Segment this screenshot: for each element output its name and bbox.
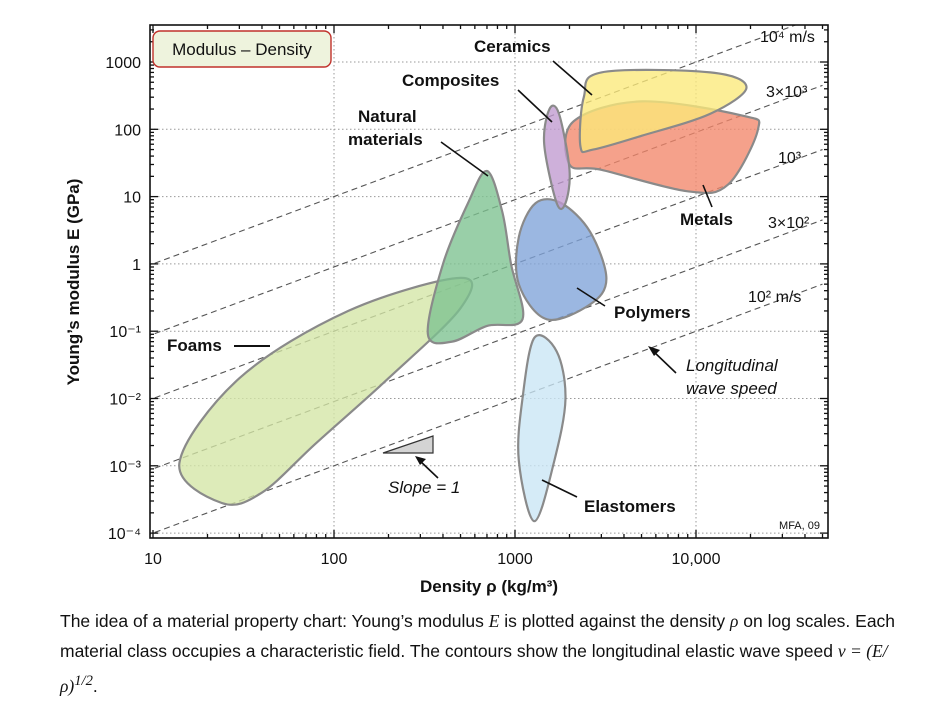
y-tick-label: 10⁻³ bbox=[109, 459, 141, 476]
label-polymers: Polymers bbox=[614, 303, 691, 322]
wave-speed-line bbox=[150, 283, 823, 535]
chart-title: Modulus – Density bbox=[172, 40, 312, 59]
wave-label-1000: 10³ bbox=[778, 150, 802, 167]
leader-ceramics bbox=[552, 60, 593, 96]
y-tick-label: 1 bbox=[132, 257, 141, 274]
label-composites: Composites bbox=[402, 71, 499, 90]
figure-caption: The idea of a material property chart: Y… bbox=[60, 606, 920, 701]
label-longitudinal: Longitudinal bbox=[686, 356, 779, 375]
label-materials: materials bbox=[348, 130, 423, 149]
field-foams bbox=[178, 276, 474, 506]
leader-composites bbox=[517, 89, 553, 123]
leader-elastomers bbox=[541, 479, 578, 498]
caption-text-2: is plotted against the density bbox=[504, 611, 726, 631]
wave-label-300: 3×10² bbox=[768, 215, 810, 232]
label-elastomers: Elastomers bbox=[584, 497, 676, 516]
label-ceramics: Ceramics bbox=[474, 37, 551, 56]
leader-metals bbox=[702, 184, 713, 208]
wave-label-3000: 3×10³ bbox=[766, 84, 808, 101]
chart-title-box bbox=[152, 30, 332, 68]
label-metals: Metals bbox=[680, 210, 733, 229]
field-elastomers bbox=[517, 334, 567, 523]
caption-symbol-E: E bbox=[488, 611, 500, 631]
label-slope: Slope = 1 bbox=[388, 478, 460, 497]
field-natural-materials bbox=[426, 169, 525, 345]
x-tick-label: 10,000 bbox=[672, 551, 721, 568]
slope-triangle bbox=[382, 435, 434, 454]
arrowhead-slope bbox=[415, 456, 426, 465]
caption-formula-exponent: 1/2 bbox=[74, 673, 93, 689]
label-wave-speed: wave speed bbox=[686, 379, 777, 398]
caption-text-end: . bbox=[92, 675, 98, 696]
modulus-density-chart: 10 100 1000 10,000 1000 100 10 1 10⁻¹ 10⁻² 10⁻³ 10⁻… bbox=[64, 24, 829, 596]
wave-label-100: 10² m/s bbox=[748, 289, 801, 306]
wave-speed-line bbox=[150, 219, 823, 471]
field-composites bbox=[542, 104, 571, 210]
leader-slope bbox=[418, 459, 439, 479]
x-tick-label: 100 bbox=[321, 551, 348, 568]
label-credit: MFA, 09 bbox=[779, 520, 820, 532]
field-polymers bbox=[514, 198, 608, 322]
leader-polymers bbox=[576, 287, 606, 307]
x-tick-label: 1000 bbox=[497, 551, 533, 568]
y-tick-label: 10⁻⁴ bbox=[108, 526, 141, 543]
y-tick-label: 10⁻¹ bbox=[109, 324, 141, 341]
wave-label-10000: 10⁴ m/s bbox=[760, 29, 815, 46]
x-axis-title: Density ρ (kg/m³) bbox=[420, 577, 558, 596]
arrowhead-wave-speed bbox=[648, 346, 660, 356]
wave-speed-line bbox=[150, 149, 823, 401]
label-foams: Foams bbox=[167, 336, 222, 355]
caption-text-3: on log scales. Each material class occup… bbox=[60, 611, 896, 661]
y-tick-label: 100 bbox=[114, 122, 141, 139]
caption-symbol-rho: ρ bbox=[730, 611, 739, 631]
x-tick-label: 10 bbox=[144, 551, 162, 568]
y-tick-label: 1000 bbox=[105, 55, 141, 72]
y-tick-label: 10 bbox=[123, 190, 141, 207]
y-tick-label: 10⁻² bbox=[109, 392, 141, 409]
wave-speed-line bbox=[150, 25, 798, 266]
caption-text-1: The idea of a material property chart: Y… bbox=[60, 611, 484, 631]
label-natural: Natural bbox=[358, 107, 417, 126]
field-ceramics bbox=[578, 68, 748, 154]
leader-natural-materials bbox=[440, 141, 489, 177]
caption-formula: ν = (E/ρ) bbox=[60, 641, 888, 696]
y-axis-title: Young’s modulus E (GPa) bbox=[64, 179, 83, 386]
plot-frame bbox=[149, 24, 829, 539]
